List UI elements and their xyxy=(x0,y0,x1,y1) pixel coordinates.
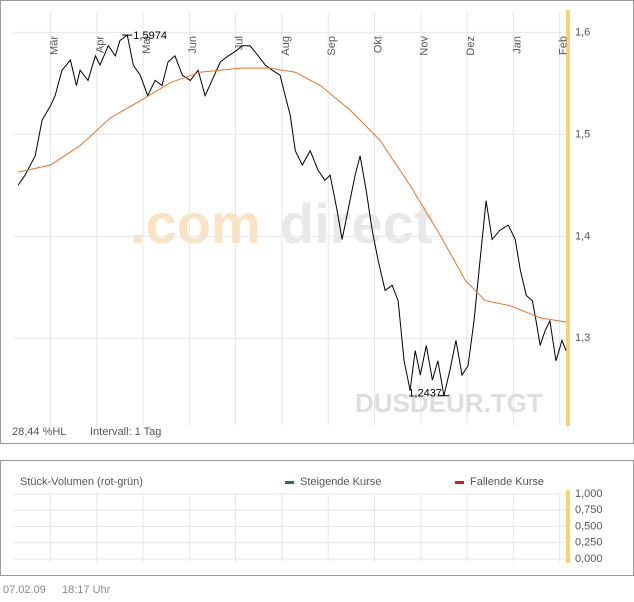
grid xyxy=(14,12,568,562)
footer-time: 18:17 Uhr xyxy=(62,584,111,596)
legend-swatch xyxy=(285,481,294,484)
legend-swatch xyxy=(455,481,464,484)
x-tick-label: Aug xyxy=(280,36,292,56)
watermark: .com direct xyxy=(130,192,433,255)
legend-label: Steigende Kurse xyxy=(300,476,381,488)
x-tick-label: Mai xyxy=(141,36,153,54)
price-line xyxy=(17,34,567,396)
symbol: DUSDEUR.TGT xyxy=(355,388,543,418)
watermark-text: direct xyxy=(280,192,433,255)
x-tick-label: Jul xyxy=(234,36,246,50)
current-marker xyxy=(566,10,570,426)
x-tick-label: Dez xyxy=(465,36,477,56)
y-tick-label: 0,750 xyxy=(575,504,603,516)
y-tick-label: 1,3 xyxy=(575,332,590,344)
main-panel xyxy=(0,0,634,444)
y-tick-label: 1,000 xyxy=(575,488,603,500)
y-tick-label: 1,6 xyxy=(575,26,590,38)
note: 28,44 %HL xyxy=(12,426,66,438)
x-tick-label: Nov xyxy=(419,36,431,56)
extreme-label: 1,5974 xyxy=(133,30,167,42)
note: Intervall: 1 Tag xyxy=(90,426,161,438)
x-tick-label: Sep xyxy=(326,36,338,56)
x-tick-label: Okt xyxy=(372,36,384,53)
x-tick-label: Jan xyxy=(511,36,523,54)
footer-date: 07.02.09 xyxy=(3,584,46,596)
x-tick-label: Feb xyxy=(558,36,570,55)
volume-title: Stück-Volumen (rot-grün) xyxy=(20,476,143,488)
y-tick-label: 1,5 xyxy=(575,128,590,140)
current-marker xyxy=(566,490,570,563)
y-tick-label: 0,000 xyxy=(575,553,603,565)
legend-label: Fallende Kurse xyxy=(470,476,544,488)
extreme-label: 1,2437 xyxy=(408,388,442,400)
volume-panel xyxy=(0,460,634,576)
y-tick-label: 0,500 xyxy=(575,520,603,532)
x-tick-label: Mär xyxy=(48,36,60,55)
price-line xyxy=(17,67,567,323)
x-tick-label: Jun xyxy=(187,36,199,54)
y-tick-label: 0,250 xyxy=(575,537,603,549)
y-tick-label: 1,4 xyxy=(575,230,590,242)
x-tick-label: Apr xyxy=(95,36,107,53)
watermark-text: .com xyxy=(130,192,261,255)
